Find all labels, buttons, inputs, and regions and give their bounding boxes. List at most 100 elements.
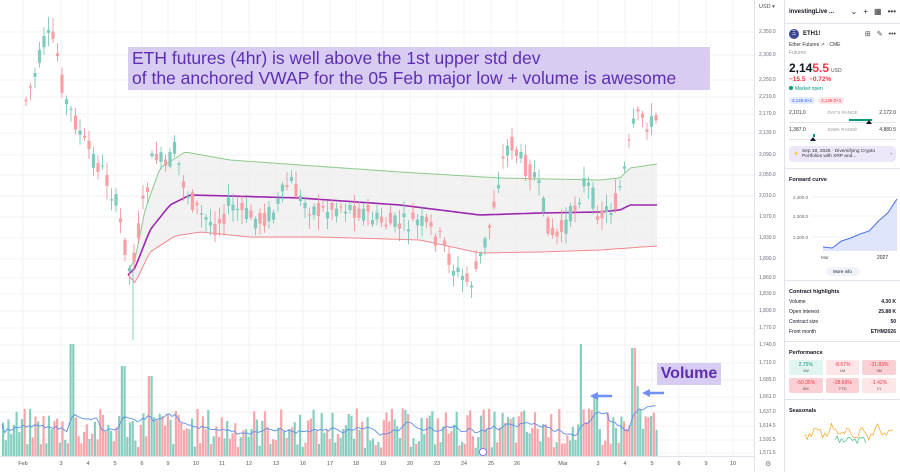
candle (316, 203, 321, 217)
contract-row: Front month ETHM2026 (789, 329, 896, 335)
bid-price[interactable]: 2,145.5×1 (789, 97, 816, 104)
volume-bar (631, 348, 634, 456)
time-tick: 6 (140, 461, 144, 467)
candle (312, 206, 316, 216)
volume-bar (112, 441, 115, 456)
candle (114, 194, 118, 206)
time-tick: 20 (406, 461, 414, 467)
candle (465, 273, 469, 282)
volume-bar (504, 422, 507, 456)
performance-cell[interactable]: -50.35% 6M (789, 378, 823, 393)
candle (640, 113, 645, 118)
candle (199, 213, 204, 215)
seasonals-title: Seasonals (789, 408, 817, 414)
price-axis[interactable]: USD ▾ ⚙ 2,350.0 2,300.0 2,250.0 2,210.0 2,17… (754, 0, 784, 472)
volume-bar (390, 408, 393, 456)
volume-bar (601, 444, 604, 456)
volume-bar (118, 415, 121, 456)
price-tick: 2,130.0 (759, 130, 776, 136)
volume-bar (293, 422, 296, 456)
chevron-down-icon[interactable]: ⌄ (850, 7, 858, 16)
candle (213, 224, 217, 236)
candle (226, 197, 231, 206)
performance-cell[interactable]: -8.67% 1M (825, 360, 860, 375)
candle (406, 229, 411, 232)
candle (388, 212, 393, 224)
candle (568, 206, 573, 222)
chevron-right-icon: › (890, 151, 892, 157)
annotation-line-1: ETH futures (4hr) is well above the 1st … (132, 48, 541, 68)
volume-bar (555, 442, 558, 456)
candle (600, 210, 604, 219)
candle (276, 198, 280, 204)
market-status: Market open (785, 84, 900, 94)
candle (474, 261, 478, 269)
candle (91, 153, 96, 168)
candle (447, 253, 451, 265)
volume-bar (434, 444, 437, 456)
news-item[interactable]: ⚡ Sep 19, 2025 · Diversifying Crypto Por… (789, 146, 896, 162)
volume-bar (566, 435, 569, 456)
days-range-bar (789, 117, 896, 124)
volume-bar (496, 442, 499, 456)
time-tick: 25 (487, 461, 495, 467)
gear-icon[interactable]: ⚙ (765, 461, 772, 468)
watchlist-title[interactable]: investingLive ... (789, 8, 835, 15)
currency-selector[interactable]: USD ▾ (759, 4, 775, 10)
candle (321, 206, 325, 208)
volume-bar (2, 422, 5, 456)
more-info-button[interactable]: More info (825, 267, 860, 276)
volume-bar (623, 421, 626, 456)
time-tick: 9 (704, 461, 708, 467)
volume-bar (212, 436, 215, 456)
ask-price[interactable]: 2,146.0×1 (818, 97, 845, 104)
candle (451, 270, 456, 276)
volume-bar (412, 438, 415, 456)
forward-curve-chart[interactable]: 2,400.0 2,300.0 2,200.0 Mar 2027 (785, 185, 900, 263)
seasonals-chart[interactable] (785, 416, 900, 446)
performance-cell[interactable]: -28.69% YTD (825, 378, 860, 393)
svg-text:2027: 2027 (877, 255, 888, 261)
grid-icon[interactable]: ⊞ (864, 31, 871, 38)
chart-annotation[interactable]: ETH futures (4hr) is well above the 1st … (128, 47, 710, 90)
volume-bar (515, 442, 518, 456)
volume-bar (258, 445, 261, 456)
edit-icon[interactable]: ✎ (876, 31, 883, 38)
volume-bar (56, 418, 59, 456)
performance-cell[interactable]: -1.42% 1Y (862, 378, 896, 393)
volume-bar (369, 440, 372, 456)
time-tick: 5 (650, 461, 654, 467)
layout-icon[interactable]: ▦ (874, 7, 882, 16)
volume-bar (353, 438, 356, 456)
volume-bar (342, 428, 345, 456)
symbol-name[interactable]: ETH1! (803, 31, 821, 37)
volume-bar (539, 441, 542, 456)
candle (438, 230, 442, 233)
volume-bar (226, 420, 229, 456)
volume-bar (614, 428, 618, 456)
volume-bar (598, 429, 601, 456)
candle (186, 196, 190, 199)
volume-bar (517, 416, 520, 456)
volume-bar (196, 409, 199, 456)
price-chart[interactable]: ETH futures (4hr) is well above the 1st … (0, 0, 754, 472)
volume-bar (485, 428, 488, 456)
volume-bar (134, 440, 137, 456)
candle (330, 202, 334, 210)
candlestick-chart[interactable] (0, 0, 754, 456)
candle (195, 202, 199, 206)
performance-cell[interactable]: 2.75% 1W (789, 360, 823, 375)
volume-bar (323, 432, 326, 456)
plus-icon[interactable]: + (863, 7, 869, 16)
candle (384, 224, 388, 227)
volume-bar (647, 417, 650, 456)
more-icon[interactable]: ••• (887, 7, 896, 16)
contract-row: Volume 4.30 K (789, 299, 896, 305)
more-icon[interactable]: ••• (888, 30, 896, 38)
time-axis[interactable]: Feb 3 4 5 6 9 10 11 12 13 16 17 18 19 20 23 24 25 26 Mar 3 4 5… (0, 456, 754, 472)
performance-cell[interactable]: -31.83% 3M (862, 360, 896, 375)
candle (163, 159, 168, 166)
volume-bar (404, 409, 407, 456)
volume-annotation[interactable]: Volume (657, 363, 721, 385)
volume-bar (4, 440, 7, 456)
